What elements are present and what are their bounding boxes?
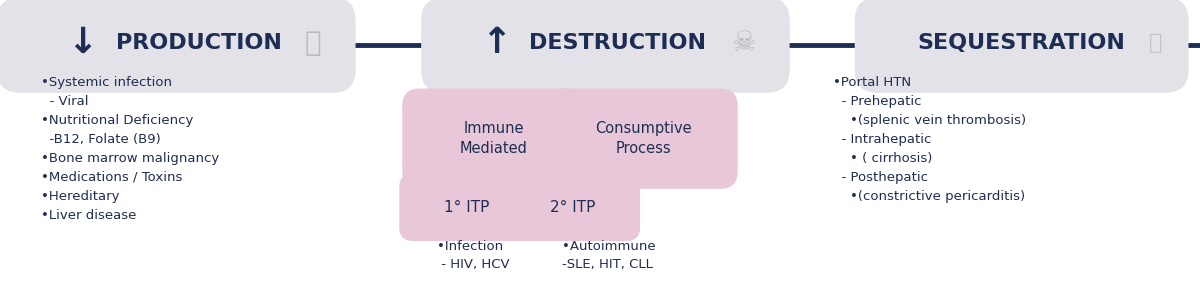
Text: 2° ITP: 2° ITP — [550, 200, 595, 215]
Text: PRODUCTION: PRODUCTION — [116, 33, 282, 53]
Text: Immune
Mediated: Immune Mediated — [460, 121, 527, 156]
Text: ↑: ↑ — [481, 26, 511, 60]
FancyBboxPatch shape — [548, 89, 738, 189]
Text: •Infection
 - HIV, HCV: •Infection - HIV, HCV — [437, 240, 510, 271]
Text: 🫘: 🫘 — [1148, 33, 1162, 53]
Text: Consumptive
Process: Consumptive Process — [595, 121, 691, 156]
Text: •Portal HTN
  - Prehepatic
    •(splenic vein thrombosis)
  - Intrahepatic
    •: •Portal HTN - Prehepatic •(splenic vein … — [833, 76, 1026, 203]
Polygon shape — [565, 229, 580, 240]
FancyBboxPatch shape — [0, 0, 355, 93]
Text: •Autoimmune
-SLE, HIT, CLL: •Autoimmune -SLE, HIT, CLL — [562, 240, 655, 271]
Text: ↓: ↓ — [67, 26, 97, 60]
Text: 🏭: 🏭 — [305, 29, 322, 57]
Text: •Systemic infection
  - Viral
•Nutritional Deficiency
  -B12, Folate (B9)
•Bone : •Systemic infection - Viral •Nutritional… — [41, 76, 218, 222]
FancyBboxPatch shape — [421, 0, 790, 93]
Text: 1° ITP: 1° ITP — [444, 200, 490, 215]
FancyBboxPatch shape — [505, 173, 640, 241]
FancyBboxPatch shape — [402, 89, 584, 189]
Text: SEQUESTRATION: SEQUESTRATION — [918, 33, 1126, 53]
FancyBboxPatch shape — [854, 0, 1188, 93]
FancyBboxPatch shape — [400, 173, 534, 241]
Text: DESTRUCTION: DESTRUCTION — [529, 33, 706, 53]
Text: ☠: ☠ — [732, 29, 756, 57]
Polygon shape — [486, 173, 500, 185]
Polygon shape — [596, 93, 614, 105]
